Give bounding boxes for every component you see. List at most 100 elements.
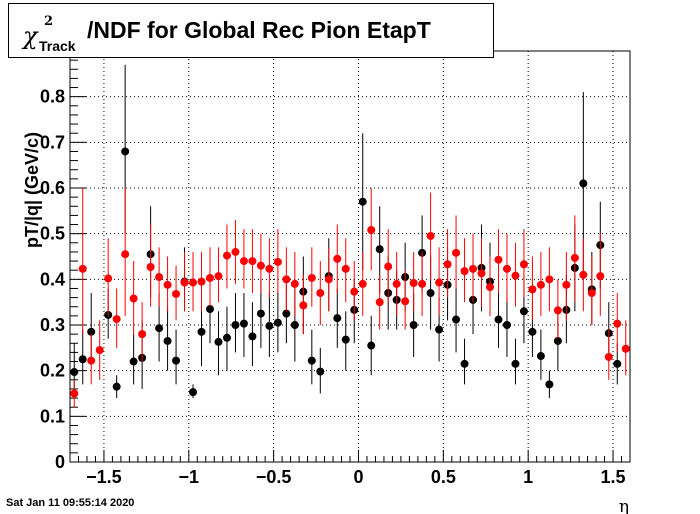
data-point: [214, 337, 223, 346]
data-point: [536, 280, 545, 289]
data-point: [553, 306, 562, 315]
data-point: [189, 278, 198, 287]
data-point: [121, 147, 130, 156]
data-point: [502, 321, 511, 329]
y-tick-label: 0: [55, 452, 65, 472]
data-point: [290, 279, 299, 288]
data-point: [486, 283, 494, 292]
series-red: [70, 188, 630, 408]
data-point: [206, 305, 214, 314]
x-tick-label: 1.5: [601, 467, 626, 487]
data-point: [163, 336, 172, 345]
y-tick-label: 0.4: [40, 269, 65, 289]
data-point: [570, 253, 579, 262]
data-point: [129, 357, 138, 366]
data-point: [426, 231, 435, 240]
data-point: [256, 309, 265, 318]
data-point: [409, 278, 418, 287]
data-point: [70, 368, 79, 377]
data-point: [180, 278, 189, 287]
axis-ticks: [69, 50, 631, 463]
data-point: [367, 341, 376, 350]
chart-title-box: χ 2 Track /NDF for Global Rec Pion EtapT: [8, 3, 494, 58]
data-point: [477, 269, 486, 278]
data-point: [290, 321, 299, 329]
data-point: [146, 263, 155, 272]
data-point: [307, 273, 316, 282]
data-point: [519, 307, 528, 316]
tick-labels: −1.5 −1 −0.5 0 0.5 1 1.5 0 0.1 0.2 0.3 0.4 0.5 0.6 0.7…: [40, 87, 626, 487]
y-axis-label: pT/|q| (GeV/c): [22, 132, 42, 248]
x-tick-label: −0.5: [256, 467, 292, 487]
x-tick-label: −1: [179, 467, 200, 487]
data-point: [469, 264, 478, 273]
data-point: [613, 319, 622, 328]
data-point: [112, 382, 121, 391]
data-point: [239, 319, 248, 328]
title-chi: χ: [23, 22, 38, 50]
data-point: [172, 289, 181, 298]
data-point: [273, 257, 282, 266]
data-point: [613, 359, 622, 368]
data-point: [239, 257, 248, 266]
data-point: [87, 356, 96, 365]
data-point: [401, 297, 410, 306]
data-point: [155, 273, 164, 282]
data-point: [545, 275, 554, 284]
timestamp: Sat Jan 11 09:55:14 2020: [6, 497, 135, 509]
y-tick-label: 0.7: [40, 132, 65, 152]
data-point: [528, 327, 537, 336]
x-axis-label: η: [619, 497, 629, 514]
data-point: [248, 257, 257, 266]
data-point: [426, 289, 435, 298]
data-point: [358, 197, 367, 206]
grid-lines: [70, 51, 630, 462]
data-point: [511, 271, 520, 280]
data-point: [392, 279, 401, 288]
data-point: [299, 301, 308, 310]
data-point: [222, 333, 231, 342]
data-point: [129, 294, 138, 303]
data-point: [206, 273, 214, 282]
data-point: [375, 245, 384, 254]
data-point: [333, 254, 342, 263]
data-point: [248, 332, 257, 341]
data-point: [621, 344, 630, 353]
x-tick-label: −1.5: [86, 467, 122, 487]
y-tick-label: 0.8: [40, 87, 65, 107]
series-black: [70, 64, 622, 399]
data-point: [579, 179, 588, 188]
data-point: [375, 298, 384, 307]
data-point: [265, 264, 274, 273]
plot-frame: [69, 50, 631, 463]
data-point: [231, 321, 240, 329]
data-point: [316, 289, 325, 298]
data-point: [494, 315, 503, 324]
data-point: [350, 287, 359, 296]
chi-squared-symbol: χ 2 Track: [23, 14, 83, 58]
data-point: [545, 380, 554, 389]
data-point: [452, 315, 461, 324]
data-point: [604, 352, 613, 361]
data-point: [341, 264, 350, 273]
y-tick-label: 0.6: [40, 178, 65, 198]
y-tick-label: 0.3: [40, 315, 65, 335]
data-point: [435, 278, 444, 287]
data-point: [367, 226, 376, 235]
data-point: [214, 272, 223, 281]
data-point: [282, 275, 291, 284]
data-point: [95, 346, 104, 355]
chart-title: /NDF for Global Rec Pion EtapT: [87, 17, 431, 43]
data-point: [596, 272, 605, 281]
data-point: [307, 356, 316, 365]
data-point: [231, 247, 240, 256]
data-point: [121, 250, 130, 259]
data-point: [579, 270, 588, 279]
data-point: [553, 336, 562, 345]
data-point: [511, 359, 520, 368]
data-point: [282, 309, 291, 318]
data-point: [138, 330, 147, 339]
data-point: [197, 327, 206, 336]
data-point: [358, 279, 367, 288]
